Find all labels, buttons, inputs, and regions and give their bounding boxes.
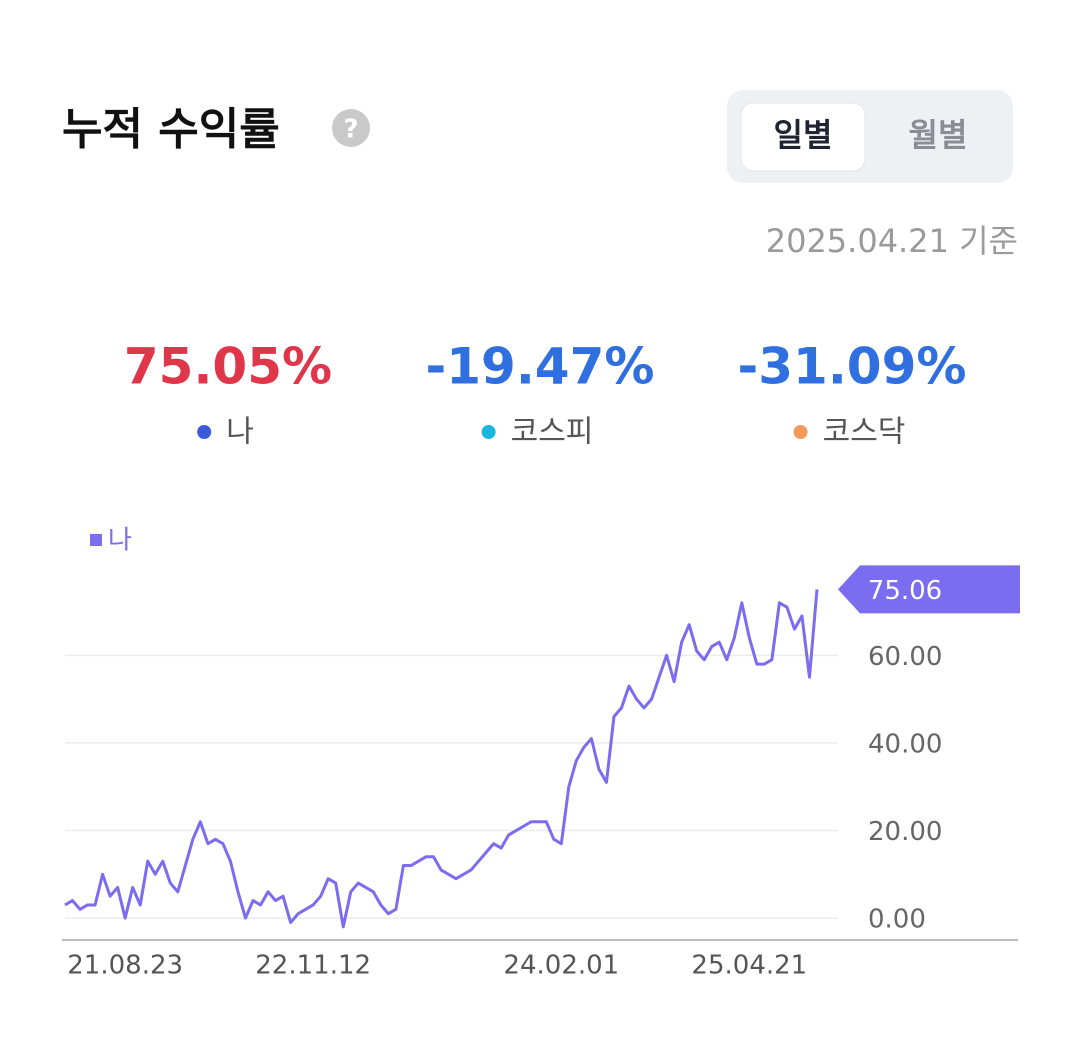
x-tick-label: 25.04.21 xyxy=(691,951,807,981)
y-tick-label: 60.00 xyxy=(868,642,942,672)
toggle-selected xyxy=(740,102,866,172)
help-icon-text: ? xyxy=(343,115,358,145)
x-tick-label: 21.08.23 xyxy=(67,951,183,981)
summary-dot xyxy=(793,425,808,439)
summary-value: -19.47% xyxy=(425,338,654,396)
summary-dot xyxy=(481,425,496,439)
title: 누적 수익률 xyxy=(62,104,280,155)
help-icon[interactable] xyxy=(332,109,370,147)
legend-label: 나 xyxy=(108,526,132,556)
x-tick-label: 22.11.12 xyxy=(255,951,371,981)
summary-label: 코스피 xyxy=(511,415,594,450)
current-value-tag xyxy=(838,565,1020,614)
summary-label: 나 xyxy=(226,415,254,450)
summary-dot xyxy=(197,425,212,439)
series-line xyxy=(64,589,819,929)
toggle-option[interactable]: 일별 xyxy=(774,116,833,154)
y-tick-label: 20.00 xyxy=(868,817,942,847)
current-value-label: 75.06 xyxy=(868,576,942,606)
summary-value: -31.09% xyxy=(737,338,966,396)
y-tick-label: 40.00 xyxy=(868,729,942,759)
as-of-date: 2025.04.21 기준 xyxy=(766,222,1018,260)
y-tick-label: 0.00 xyxy=(868,905,926,935)
summary-value: 75.05% xyxy=(124,338,332,396)
legend-swatch xyxy=(90,534,102,546)
toggle-option[interactable]: 월별 xyxy=(909,116,968,154)
summary-label: 코스닥 xyxy=(823,415,906,450)
x-tick-label: 24.02.01 xyxy=(503,951,619,981)
